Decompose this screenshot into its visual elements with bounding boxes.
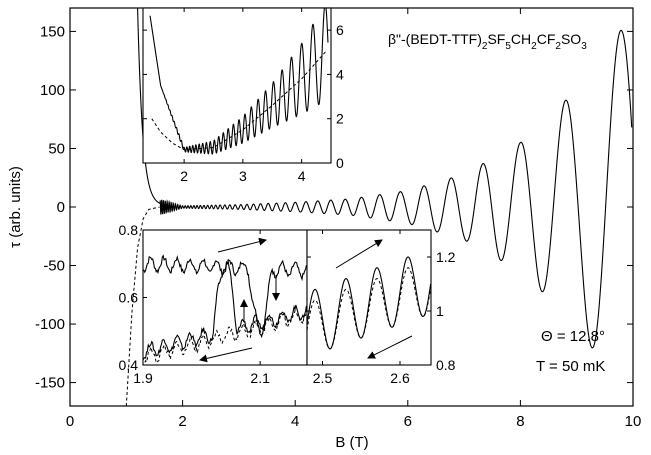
compound-annotation: β"-(BEDT-TTF)2SF5CH2CF2SO3 — [388, 31, 587, 52]
y-axis-label: τ (arb. units) — [7, 166, 24, 248]
y-tick-label: -100 — [35, 316, 65, 333]
inset-bottom-right-curves — [307, 256, 431, 350]
inset-top-curves — [149, 8, 329, 155]
inset-bottom-left-curves — [143, 254, 307, 365]
temperature-annotation: T = 50 mK — [536, 358, 605, 375]
main-series-dashed — [125, 206, 160, 406]
y-tick-label: -50 — [43, 258, 65, 275]
x-tick-label: 4 — [298, 168, 306, 184]
x-tick-label: 2.5 — [313, 370, 333, 386]
x-axis-label: B (T) — [335, 434, 368, 451]
inset-bottom-right: 2.5 2.6 0.8 1 1.2 — [306, 229, 456, 386]
inset-bottom-right-series-dashed — [307, 267, 431, 350]
arrow-down-left — [367, 335, 413, 359]
theta-annotation: Θ = 12.8° — [541, 328, 605, 345]
x-tick-label: 0 — [66, 413, 74, 430]
main-curves — [125, 8, 633, 406]
x-tick-label: 2 — [178, 413, 186, 430]
y-tick-label: 6 — [336, 22, 344, 38]
inset-bottom-left-series-solid — [143, 259, 307, 361]
y-tick-label: 1 — [436, 303, 444, 319]
x-tick-label: 2.1 — [250, 370, 270, 386]
inset-bottom-right-arrows — [335, 239, 413, 359]
inset-top-series-solid — [149, 8, 329, 155]
y-tick-label: 0.6 — [119, 290, 139, 306]
inset-bottom-right-ticks: 2.5 2.6 0.8 1 1.2 — [307, 230, 456, 386]
y-tick-label: 50 — [48, 140, 65, 157]
y-tick-label: -150 — [35, 375, 65, 392]
y-tick-label: 0 — [57, 199, 65, 216]
y-tick-label: 100 — [40, 82, 65, 99]
inset-bottom-left-series-solid — [143, 254, 307, 339]
y-tick-label: 1.2 — [436, 249, 456, 265]
inset-bottom-left-ticks: 1.9 2.1 0.4 0.6 0.8 — [119, 222, 271, 386]
main-series-solid — [137, 8, 633, 349]
y-tick-label: 0 — [336, 155, 344, 171]
x-tick-label: 6 — [404, 413, 412, 430]
y-tick-label: 0.8 — [436, 357, 456, 373]
y-tick-label: 4 — [336, 66, 344, 82]
compound-prefix: β"-(BEDT-TTF) — [388, 31, 482, 47]
inset-top-series-dashed — [151, 51, 329, 151]
x-tick-label: 10 — [625, 413, 642, 430]
compound-sub-3: 2 — [531, 41, 537, 52]
compound-sub-1: 2 — [482, 41, 488, 52]
inset-bottom-right-frame — [306, 229, 432, 366]
inset-top: 2 3 4 0 2 4 6 — [142, 7, 344, 184]
y-tick-label: 150 — [40, 23, 65, 40]
x-tick-label: 2 — [180, 168, 188, 184]
inset-bottom-left: 1.9 2.1 0.4 0.6 0.8 — [119, 222, 308, 386]
compound-sub-2: 5 — [505, 41, 511, 52]
y-tick-label: 0.4 — [119, 357, 139, 373]
compound-sub-4: 2 — [555, 41, 561, 52]
x-tick-label: 4 — [291, 413, 299, 430]
x-tick-label: 3 — [239, 168, 247, 184]
x-tick-label: 8 — [516, 413, 524, 430]
compound-mid-1: SF — [487, 31, 505, 47]
y-tick-label: 0.8 — [119, 222, 139, 238]
x-tick-label: 2.6 — [390, 370, 410, 386]
arrow-left-bottom — [199, 347, 253, 363]
compound-sub-5: 3 — [581, 41, 587, 52]
y-tick-label: 2 — [336, 111, 344, 127]
compound-mid-3: CF — [537, 31, 556, 47]
inset-top-ticks: 2 3 4 0 2 4 6 — [143, 8, 344, 184]
arrow-right-top — [217, 237, 267, 253]
arrow-up-right — [335, 239, 383, 269]
compound-mid-2: CH — [511, 31, 531, 47]
x-tick-label: 1.9 — [133, 370, 153, 386]
inset-bottom-left-arrows — [199, 237, 280, 363]
compound-mid-4: SO — [561, 31, 581, 47]
